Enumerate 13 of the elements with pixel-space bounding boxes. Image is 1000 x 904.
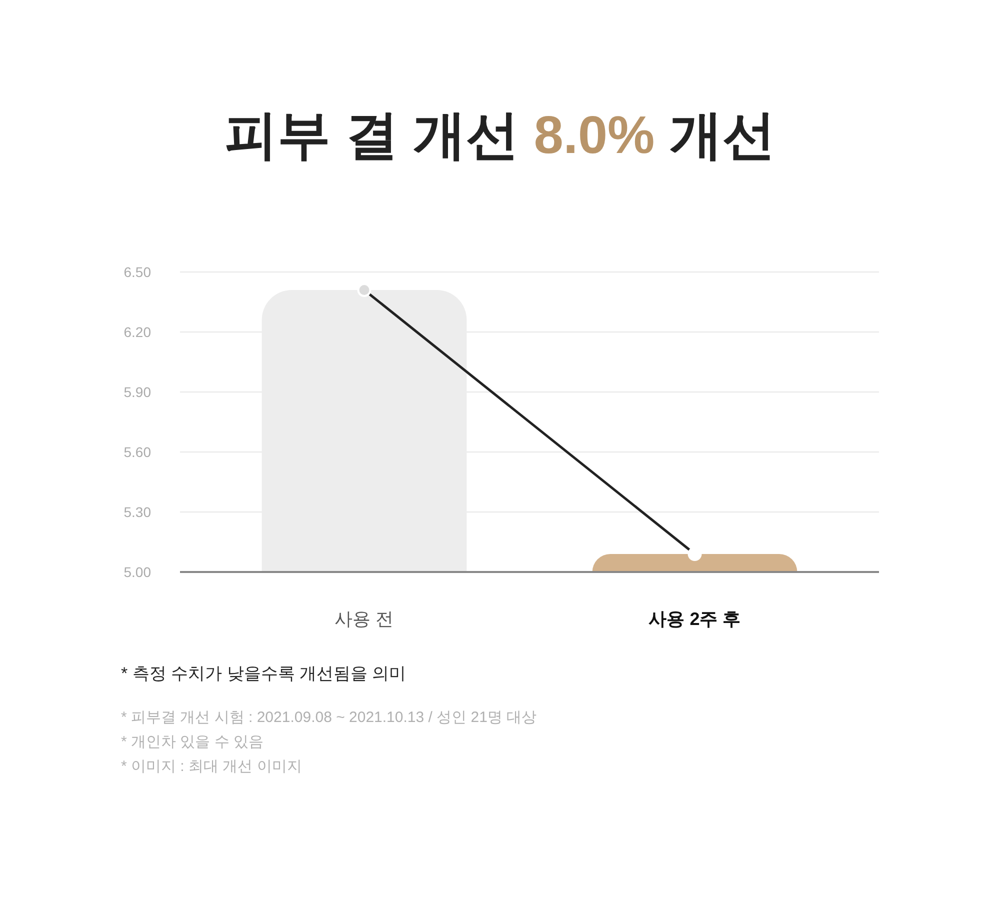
y-tick-label: 6.20: [124, 324, 152, 340]
y-tick-label: 5.00: [124, 564, 152, 580]
y-tick-label: 5.30: [124, 504, 152, 520]
text: * 측정 수치가 낮을수록 개선됨을 의미: [121, 664, 406, 683]
text: * 피부결 개선 시험 : 2021.09.08 ~ 2021.10.13 / 성인 21명 대상: [121, 709, 537, 726]
x-tick-label: 사용 전: [334, 609, 394, 629]
text: * 이미지 : 최대 개선 이미지: [121, 758, 302, 775]
chart-title: 피부 결 개선 8.0% 개선: [224, 106, 776, 165]
y-tick-label: 6.50: [124, 264, 152, 280]
x-tick-label: 사용 2주 후: [648, 609, 741, 629]
text: * 개인차 있을 수 있음: [121, 734, 264, 750]
y-tick-label: 5.60: [124, 444, 152, 460]
y-tick-label: 5.90: [124, 384, 152, 400]
